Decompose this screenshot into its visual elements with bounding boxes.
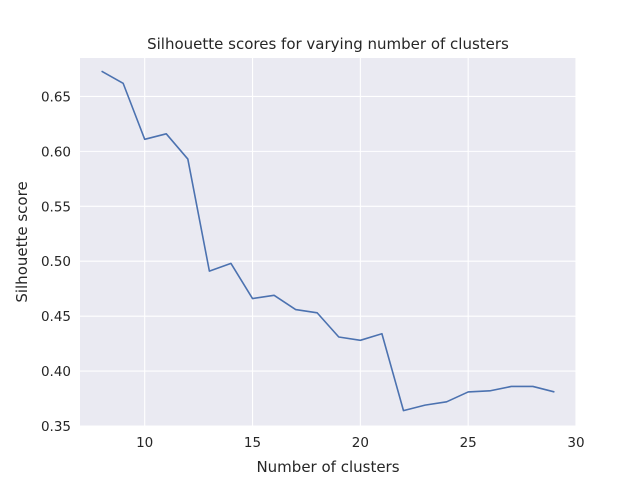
data-point xyxy=(143,138,146,141)
data-point xyxy=(445,400,448,403)
y-tick-label: 0.50 xyxy=(41,254,71,270)
data-point xyxy=(380,332,383,335)
data-point xyxy=(467,390,470,393)
data-point xyxy=(359,339,362,342)
grid-lines xyxy=(80,58,577,427)
x-tick-label: 30 xyxy=(567,435,584,451)
data-point xyxy=(531,385,534,388)
data-point xyxy=(423,404,426,407)
data-point xyxy=(402,409,405,412)
tick-labels: 10 15 20 25 30 0.35 0.40 0.45 0.50 0.55 0.60 0.65 xyxy=(41,89,585,451)
data-point xyxy=(337,335,340,338)
data-point xyxy=(488,389,491,392)
y-tick-label: 0.40 xyxy=(41,364,71,380)
data-point xyxy=(553,390,556,393)
data-point xyxy=(100,70,103,73)
series-line xyxy=(101,70,555,412)
data-point xyxy=(186,157,189,160)
series-layer xyxy=(100,70,556,412)
data-point xyxy=(510,385,513,388)
data-point xyxy=(165,132,168,135)
x-tick-label: 20 xyxy=(352,435,369,451)
y-tick-label: 0.55 xyxy=(41,199,71,215)
y-tick-label: 0.60 xyxy=(41,144,71,160)
plot-area xyxy=(80,58,576,426)
y-tick-label: 0.35 xyxy=(41,419,71,435)
data-point xyxy=(251,297,254,300)
y-tick-label: 0.45 xyxy=(41,309,71,325)
x-tick-label: 25 xyxy=(460,435,477,451)
data-point xyxy=(122,82,125,85)
y-tick-label: 0.65 xyxy=(41,89,71,105)
data-point xyxy=(229,262,232,265)
x-tick-label: 15 xyxy=(244,435,261,451)
y-axis-label: Silhouette score xyxy=(13,181,31,302)
chart-title: Silhouette scores for varying number of … xyxy=(147,35,509,53)
data-point xyxy=(294,308,297,311)
data-point xyxy=(208,270,211,273)
data-point xyxy=(316,311,319,314)
data-point xyxy=(272,294,275,297)
x-axis-label: Number of clusters xyxy=(256,458,399,476)
x-tick-label: 10 xyxy=(136,435,153,451)
